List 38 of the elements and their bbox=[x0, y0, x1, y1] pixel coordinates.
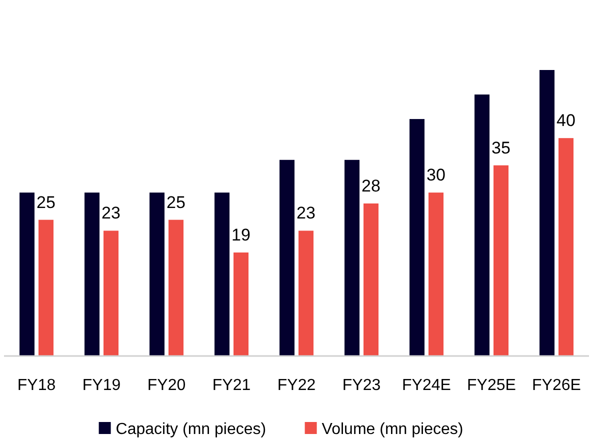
x-tick-label: FY22 bbox=[277, 377, 316, 394]
bar bbox=[364, 203, 378, 356]
bar bbox=[474, 94, 490, 356]
bar bbox=[344, 160, 360, 356]
legend-label: Volume (mn pieces) bbox=[322, 421, 464, 438]
data-label: 35 bbox=[492, 138, 510, 158]
bar bbox=[410, 119, 424, 356]
x-tick-label: FY18 bbox=[17, 377, 56, 394]
x-tick-label: FY25E bbox=[467, 377, 516, 394]
bar bbox=[298, 230, 314, 356]
legend-label: Capacity (mn pieces) bbox=[116, 421, 266, 438]
data-label: 23 bbox=[102, 204, 120, 223]
data-label: 25 bbox=[166, 192, 186, 212]
bar bbox=[558, 138, 574, 356]
data-label: 40 bbox=[556, 111, 576, 130]
data-label: 25 bbox=[36, 192, 56, 212]
x-tick-label: FY19 bbox=[82, 377, 121, 394]
bar bbox=[214, 192, 230, 356]
data-label: 28 bbox=[362, 176, 380, 196]
x-tick-label: FY24E bbox=[402, 377, 451, 394]
x-tick-label: FY23 bbox=[342, 377, 381, 394]
bar bbox=[540, 70, 554, 356]
data-label: 19 bbox=[232, 225, 250, 244]
x-tick-label: FY26E bbox=[532, 377, 581, 394]
bar bbox=[104, 230, 118, 356]
x-tick-label: FY21 bbox=[212, 377, 251, 394]
data-label: 30 bbox=[426, 166, 446, 185]
bar bbox=[38, 220, 54, 356]
data-label: 23 bbox=[296, 204, 316, 223]
bar bbox=[280, 160, 294, 356]
bar bbox=[494, 165, 508, 356]
bar bbox=[20, 192, 34, 356]
bar bbox=[150, 192, 164, 356]
bar bbox=[168, 220, 184, 356]
x-tick-label: FY20 bbox=[147, 377, 186, 394]
bar bbox=[428, 192, 444, 356]
bar bbox=[234, 252, 248, 356]
bar bbox=[84, 192, 100, 356]
